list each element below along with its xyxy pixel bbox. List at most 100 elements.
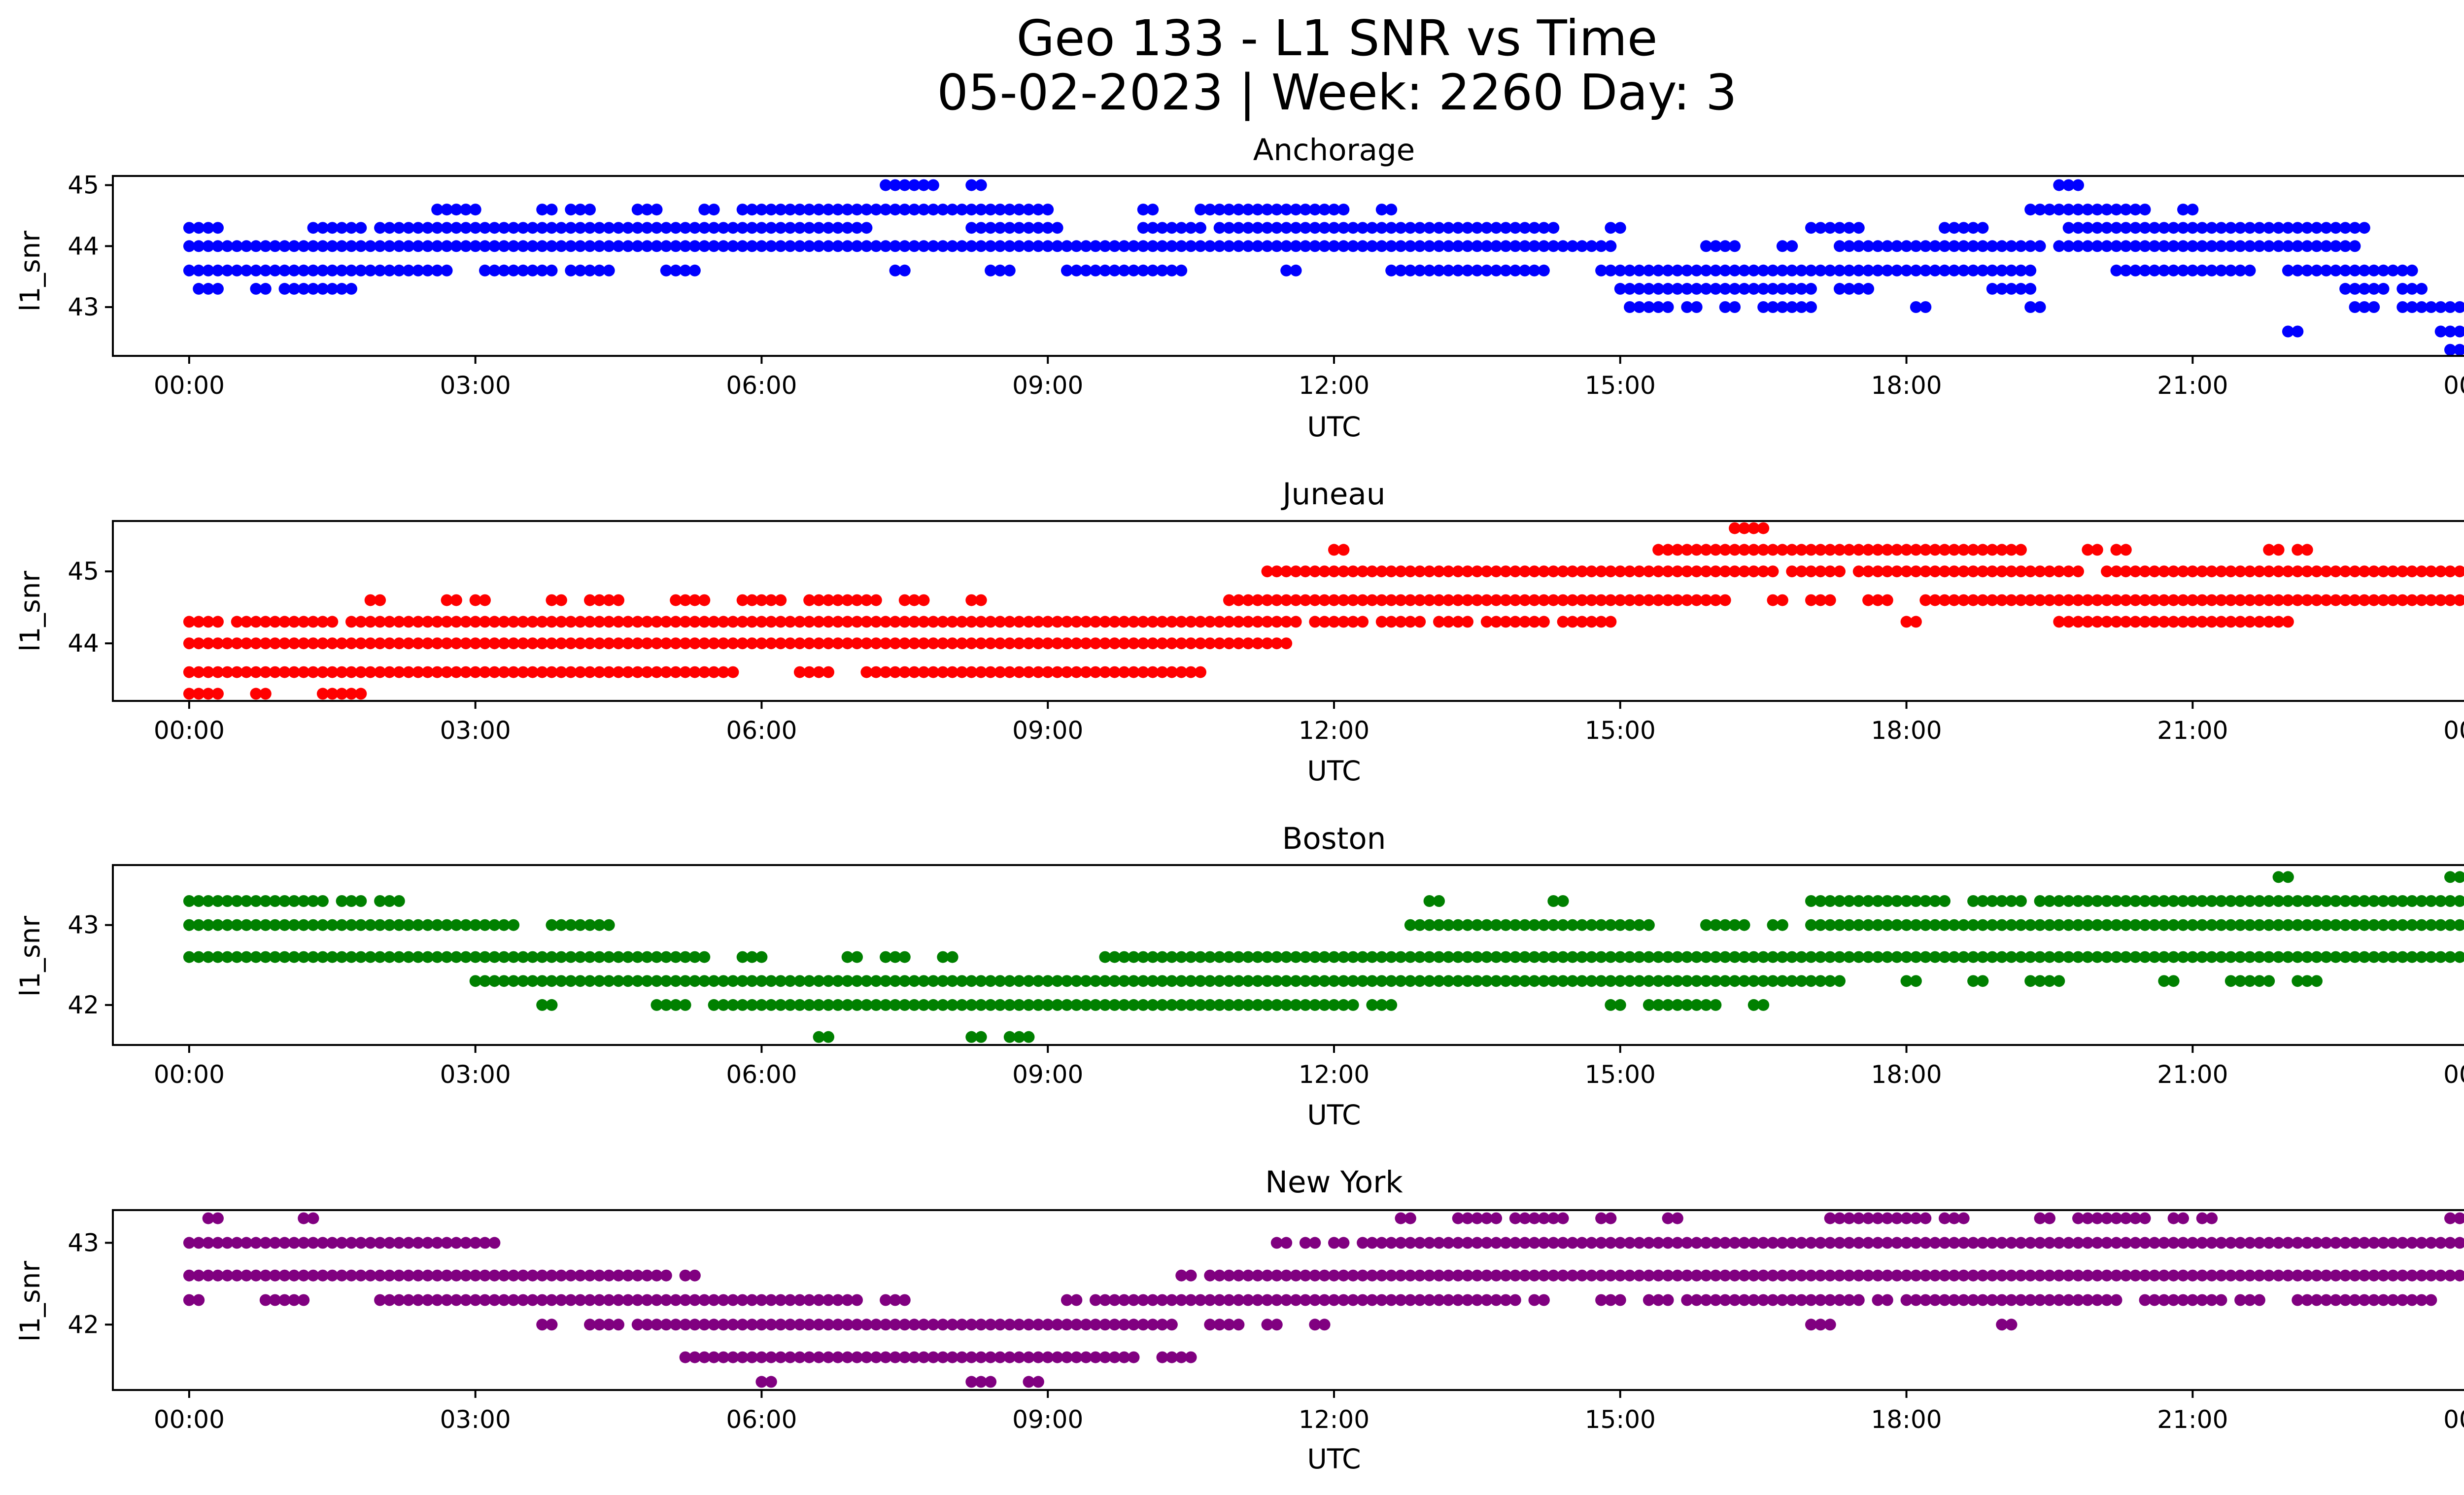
data-point: [593, 264, 606, 277]
data-point: [1042, 240, 1054, 252]
data-point: [851, 222, 863, 234]
data-point: [1242, 637, 1254, 650]
data-point: [1605, 1237, 1617, 1249]
data-point: [2091, 222, 2103, 234]
data-point: [1681, 1269, 1693, 1282]
data-point: [1023, 975, 1035, 987]
data-point: [2196, 1294, 2208, 1306]
data-point: [1433, 1237, 1445, 1249]
figure-title-line2: 05-02-2023 | Week: 2260 Day: 3: [937, 64, 1737, 121]
data-point: [2072, 1269, 2084, 1282]
data-point: [889, 1319, 901, 1331]
data-point: [517, 975, 529, 987]
data-point: [718, 666, 729, 678]
data-point: [2311, 1269, 2323, 1282]
data-point: [1252, 222, 1264, 234]
data-point: [450, 1294, 462, 1306]
data-point: [2024, 282, 2037, 295]
data-point: [755, 240, 768, 252]
data-point: [1490, 616, 1503, 628]
data-point: [1538, 565, 1550, 578]
data-point: [2425, 919, 2437, 931]
data-point: [1261, 204, 1273, 216]
data-point: [965, 594, 978, 606]
data-point: [1624, 565, 1636, 578]
data-point: [345, 282, 357, 295]
data-point: [221, 264, 234, 277]
data-point: [2377, 1294, 2390, 1306]
data-point: [259, 1294, 272, 1306]
data-point: [2196, 264, 2208, 277]
data-point: [1480, 264, 1493, 277]
data-point: [1585, 616, 1598, 628]
data-point: [1452, 264, 1464, 277]
y-axis-label: l1_snr: [14, 571, 46, 652]
data-point: [584, 637, 596, 650]
data-point: [565, 204, 577, 216]
data-point: [2129, 1212, 2142, 1224]
data-point: [1213, 1319, 1226, 1331]
data-point: [403, 1237, 415, 1249]
data-point: [1462, 594, 1473, 606]
data-point: [755, 951, 768, 963]
data-point: [1538, 1294, 1550, 1306]
data-point: [2158, 565, 2170, 578]
data-point: [1747, 282, 1760, 295]
data-point: [469, 1237, 481, 1249]
data-point: [1147, 264, 1159, 277]
data-point: [1814, 222, 1827, 234]
data-point: [441, 204, 453, 216]
data-point: [775, 204, 787, 216]
data-point: [2044, 1269, 2055, 1282]
data-point: [2167, 919, 2180, 931]
data-point: [2396, 919, 2409, 931]
data-point: [1118, 666, 1130, 678]
data-point: [593, 1269, 606, 1282]
data-point: [278, 1237, 291, 1249]
data-point: [355, 666, 367, 678]
data-point: [193, 1237, 205, 1249]
data-point: [898, 999, 911, 1011]
data-point: [2158, 919, 2170, 931]
data-point: [2148, 919, 2160, 931]
data-point: [1795, 1237, 1808, 1249]
data-point: [832, 222, 844, 234]
data-point: [889, 204, 901, 216]
data-point: [1375, 616, 1388, 628]
data-point: [193, 264, 205, 277]
data-point: [1900, 1294, 1913, 1306]
data-point: [1290, 951, 1302, 963]
data-point: [937, 999, 949, 1011]
data-point: [278, 637, 291, 650]
data-point: [1967, 264, 1980, 277]
data-point: [1270, 204, 1283, 216]
data-point: [1776, 1269, 1788, 1282]
data-point: [183, 222, 195, 234]
data-point: [832, 637, 844, 650]
data-point: [2329, 222, 2342, 234]
data-point: [1204, 204, 1216, 216]
data-point: [278, 264, 291, 277]
data-point: [2301, 594, 2313, 606]
data-point: [517, 666, 529, 678]
data-point: [1852, 1294, 1865, 1306]
data-point: [1910, 919, 1922, 931]
data-point: [670, 264, 682, 277]
data-point: [1357, 565, 1369, 578]
data-point: [1929, 1294, 1941, 1306]
data-point: [1070, 616, 1083, 628]
data-point: [1395, 222, 1407, 234]
data-point: [1795, 951, 1808, 963]
data-point: [2272, 222, 2285, 234]
data-point: [316, 919, 329, 931]
data-point: [1986, 895, 1998, 907]
data-point: [2148, 1237, 2160, 1249]
data-point: [193, 240, 205, 252]
data-point: [1528, 264, 1540, 277]
data-point: [898, 264, 911, 277]
data-point: [1776, 975, 1788, 987]
data-point: [2110, 544, 2122, 556]
data-point: [374, 616, 386, 628]
data-point: [336, 1269, 348, 1282]
data-point: [2034, 204, 2046, 216]
